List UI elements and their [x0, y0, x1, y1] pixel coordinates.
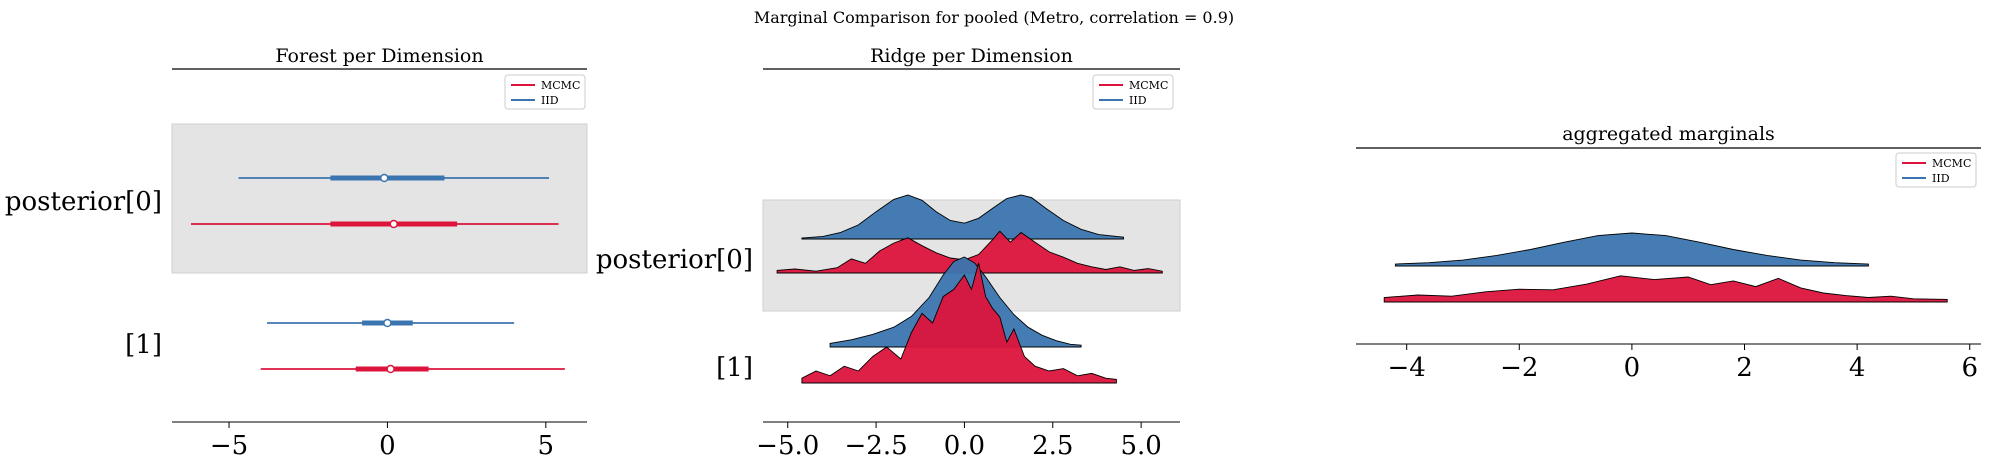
mean-point-mcmc — [386, 364, 395, 374]
forest-panel: Forest per Dimension MCMC IID posterior[0] [… — [5, 45, 588, 461]
mean-point-iid — [380, 173, 389, 183]
x-tick-label: 5 — [538, 431, 555, 461]
x-tick-label: 2.5 — [1032, 431, 1073, 461]
legend-label-mcmc: MCMC — [1932, 157, 1971, 170]
row-band — [171, 123, 588, 274]
y-label: [1] — [716, 353, 753, 383]
figure-suptitle: Marginal Comparison for pooled (Metro, c… — [754, 8, 1234, 27]
ridge-panel: Ridge per Dimension MCMC IID posterior[0] [1… — [596, 45, 1181, 461]
x-tick-label: 4 — [1849, 353, 1866, 383]
mean-point-iid — [383, 318, 392, 328]
x-tick-label: 6 — [1961, 353, 1978, 383]
y-label: posterior[0] — [596, 245, 753, 275]
legend-label-iid: IID — [541, 94, 559, 107]
x-tick-label: −2.5 — [845, 431, 908, 461]
aggregated-density-iid — [1394, 232, 1869, 267]
panel-title: Ridge per Dimension — [870, 45, 1073, 67]
x-tick-label: −2 — [1500, 353, 1538, 383]
aggregated-panel: aggregated marginals MCMC IID −4 −2 0 2 4 6 — [1356, 123, 1981, 383]
y-label: [1] — [125, 330, 162, 360]
x-tick-label: 5.0 — [1120, 431, 1161, 461]
x-tick-label: 0 — [1624, 353, 1641, 383]
x-tick-label: −5.0 — [756, 431, 819, 461]
panel-title: aggregated marginals — [1562, 123, 1775, 145]
ridge-density-mcmc — [776, 230, 1163, 274]
mean-point-mcmc — [389, 219, 399, 229]
y-label: posterior[0] — [5, 187, 162, 217]
x-tick-label: 2 — [1736, 353, 1753, 383]
legend-label-iid: IID — [1932, 172, 1950, 185]
legend-label-mcmc: MCMC — [1129, 79, 1168, 92]
aggregated-density-mcmc — [1383, 275, 1948, 303]
x-tick-label: −5 — [210, 431, 248, 461]
panel-title: Forest per Dimension — [275, 45, 483, 67]
ridge-density-mcmc — [801, 262, 1117, 384]
legend-label-iid: IID — [1129, 94, 1147, 107]
ridge-density-iid — [801, 194, 1124, 240]
x-tick-label: 0 — [379, 431, 396, 461]
x-tick-label: 0.0 — [944, 431, 985, 461]
x-tick-label: −4 — [1388, 353, 1426, 383]
legend-label-mcmc: MCMC — [541, 79, 580, 92]
